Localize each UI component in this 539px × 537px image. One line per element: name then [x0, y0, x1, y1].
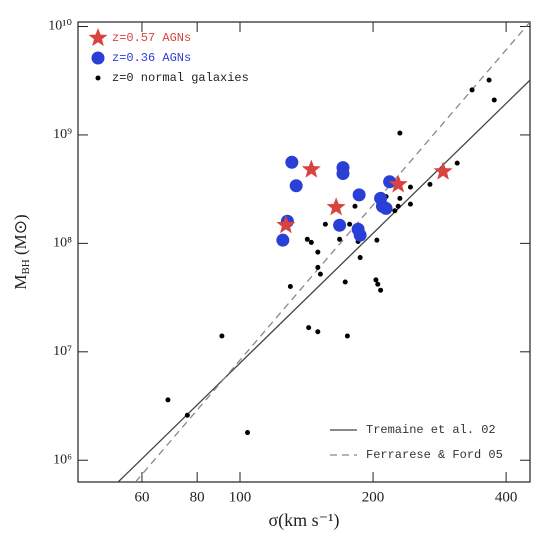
legend-label: Ferrarese & Ford 05: [366, 448, 503, 462]
circle-marker: [276, 233, 290, 247]
dot-marker: [322, 221, 328, 227]
dot-marker: [95, 75, 101, 81]
legend-label: z=0.57 AGNs: [112, 31, 191, 45]
dot-marker: [373, 277, 379, 283]
dot-marker: [315, 264, 321, 270]
star-marker: [301, 159, 321, 178]
dot-marker: [469, 87, 475, 93]
y-label-unit: (M⊙): [11, 214, 30, 259]
dot-marker: [352, 203, 358, 209]
circle-marker: [353, 228, 367, 242]
star-marker: [88, 28, 108, 47]
dot-marker: [342, 279, 348, 285]
y-tick-label: 10¹⁰: [48, 19, 72, 34]
star-marker: [326, 197, 346, 216]
dot-marker: [306, 325, 312, 331]
legend-label: Tremaine et al. 02: [366, 423, 496, 437]
circle-marker: [285, 155, 299, 169]
dot-marker: [315, 249, 321, 255]
dot-marker: [337, 236, 343, 242]
x-tick-label: 80: [190, 489, 205, 505]
dot-marker: [407, 201, 413, 207]
circle-marker: [352, 188, 366, 202]
dot-marker: [357, 255, 363, 261]
circle-marker: [336, 167, 350, 181]
dot-marker: [491, 97, 497, 103]
dot-marker: [374, 237, 380, 243]
star-marker: [388, 174, 408, 193]
dot-marker: [347, 221, 353, 227]
dot-marker: [407, 184, 413, 190]
circle-marker: [91, 51, 105, 65]
plot-frame: [77, 21, 531, 483]
y-label-main: M: [11, 275, 30, 290]
y-label-sub: BH: [20, 259, 32, 274]
circle-marker: [379, 201, 393, 215]
x-tick-label: 400: [495, 489, 518, 505]
fit-line: [117, 79, 530, 482]
dot-marker: [287, 284, 293, 290]
dot-marker: [395, 203, 401, 209]
dot-marker: [184, 412, 190, 418]
dot-marker: [245, 430, 251, 436]
y-tick-label: 10⁸: [53, 236, 72, 251]
x-axis-label: σ(km s⁻¹): [268, 510, 339, 531]
dot-marker: [165, 397, 171, 403]
dot-marker: [315, 329, 321, 335]
y-tick-label: 10⁷: [53, 344, 72, 359]
y-tick-label: 10⁹: [53, 127, 72, 142]
dot-marker: [454, 160, 460, 166]
dot-marker: [378, 287, 384, 293]
dot-marker: [427, 181, 433, 187]
legend-label: z=0.36 AGNs: [112, 51, 191, 65]
circle-marker: [289, 179, 303, 193]
dot-marker: [304, 236, 310, 242]
dot-marker: [219, 333, 225, 339]
dot-marker: [375, 281, 381, 287]
dot-marker: [308, 239, 314, 245]
x-tick-label: 100: [229, 489, 252, 505]
circle-marker: [333, 218, 347, 232]
dot-marker: [317, 271, 323, 277]
star-marker: [433, 161, 453, 180]
star-marker: [276, 215, 296, 234]
dot-marker: [486, 77, 492, 83]
fit-line: [134, 22, 530, 482]
dot-marker: [344, 333, 350, 339]
x-tick-label: 200: [362, 489, 385, 505]
dot-marker: [397, 195, 403, 201]
dot-marker: [397, 130, 403, 136]
y-tick-label: 10⁶: [53, 452, 72, 467]
x-tick-label: 60: [134, 489, 149, 505]
y-axis-label: MBH (M⊙): [11, 214, 32, 289]
legend-label: z=0 normal galaxies: [112, 71, 249, 85]
dot-marker: [392, 208, 398, 214]
